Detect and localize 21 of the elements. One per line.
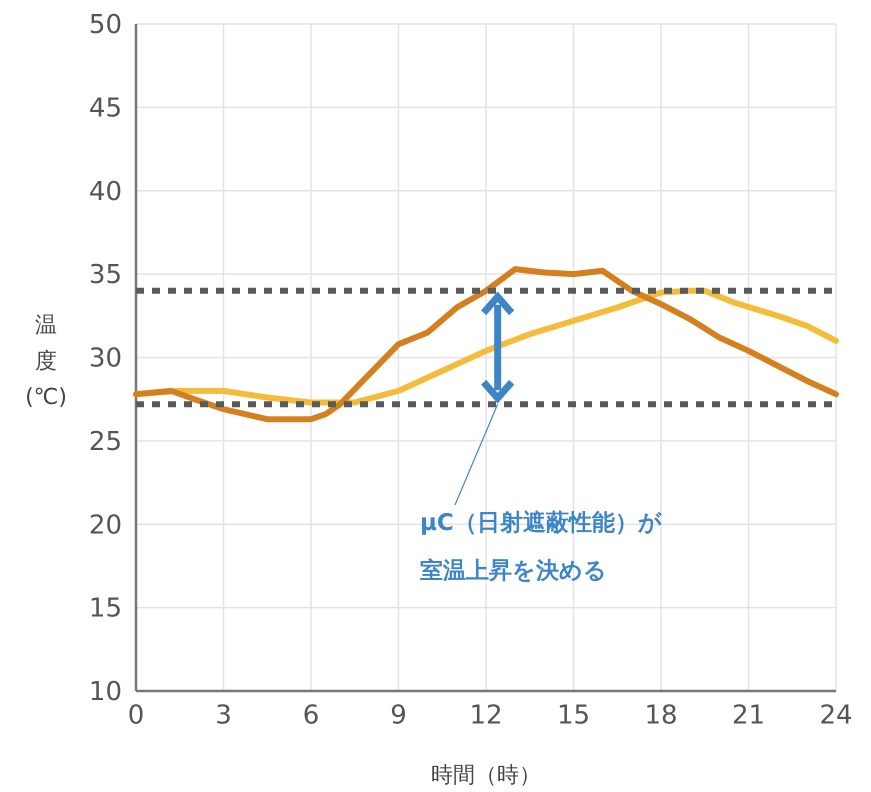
x-tick-label: 21	[732, 700, 766, 730]
y-axis-title: 温度(℃)	[25, 313, 67, 410]
x-tick-label: 15	[556, 700, 590, 730]
y-tick-label: 35	[88, 260, 122, 290]
x-tick-label: 24	[819, 700, 853, 730]
x-tick-label: 6	[302, 700, 320, 730]
x-axis-title: 時間（時）	[431, 763, 541, 788]
x-tick-label: 0	[128, 700, 144, 730]
x-tick-label: 3	[215, 700, 232, 730]
annotation: μC（日射遮蔽性能）が室温上昇を決める	[420, 510, 662, 584]
x-tick-label: 9	[390, 700, 407, 730]
y-tick-label: 25	[88, 426, 122, 457]
y-tick-label: 20	[88, 510, 122, 540]
y-tick-label: 40	[88, 176, 122, 207]
y-tick-label: 45	[88, 93, 122, 124]
y-tick-label: 30	[88, 344, 122, 374]
y-tick-label: 15	[88, 594, 122, 624]
y-tick-label: 50	[88, 10, 122, 40]
y-tick-label: 10	[88, 677, 122, 708]
x-tick-label: 12	[469, 700, 503, 730]
x-tick-label: 18	[644, 700, 678, 730]
